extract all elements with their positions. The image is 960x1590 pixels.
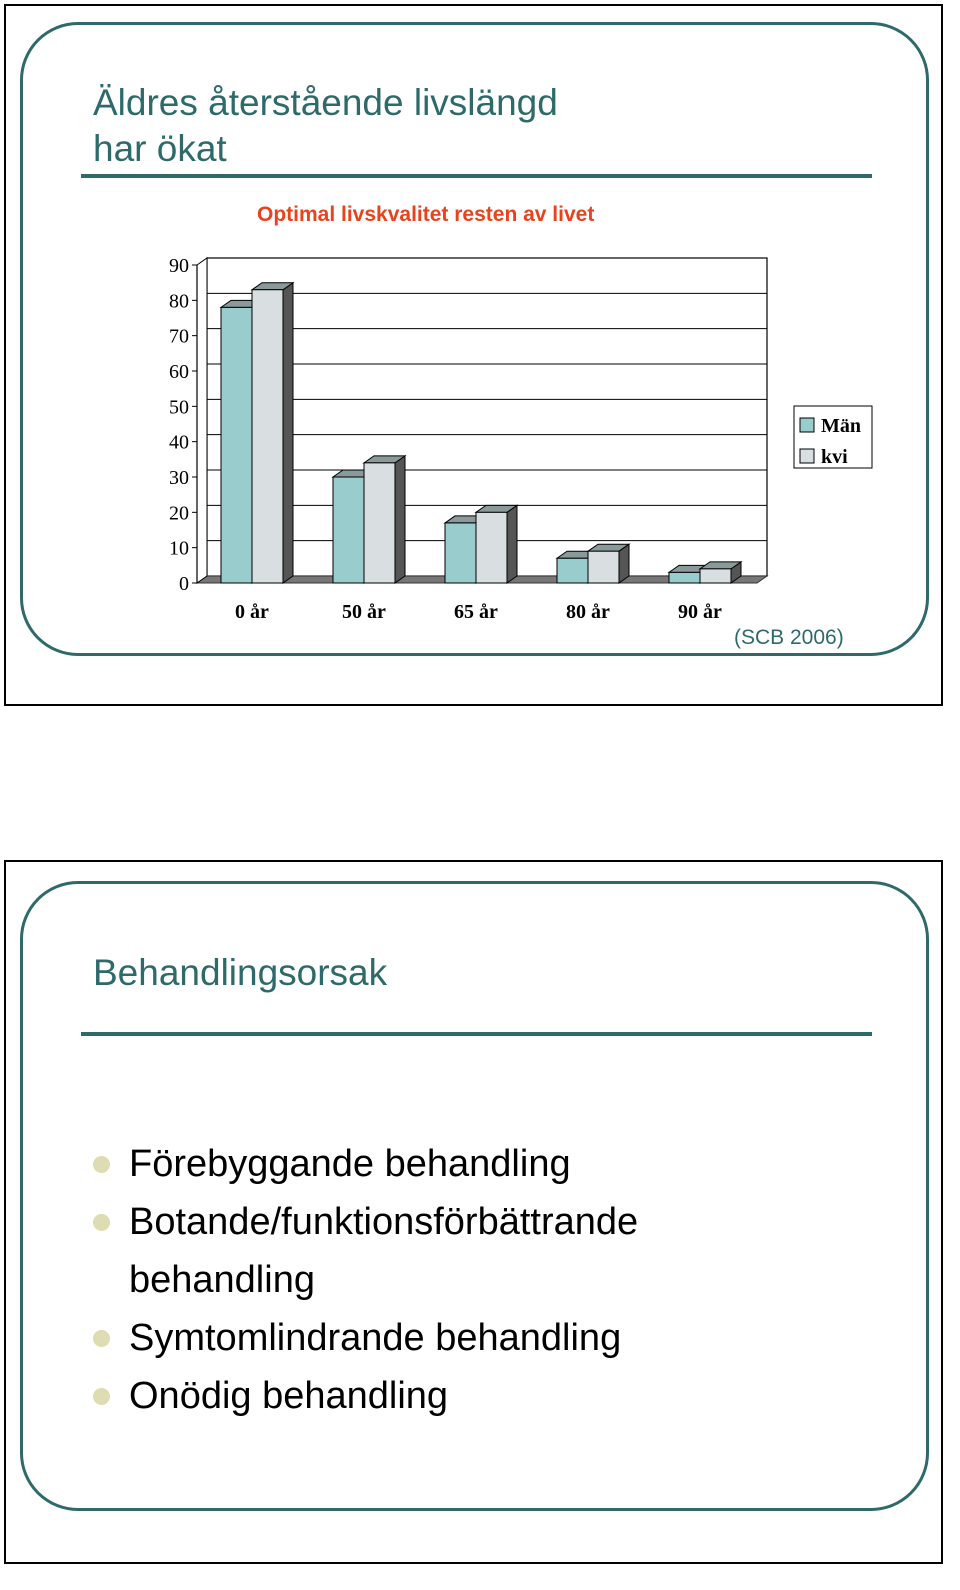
- slide-1-title-line1: Äldres återstående livslängd: [93, 82, 558, 123]
- chart-side-wall: [196, 257, 208, 584]
- bar-front: [251, 289, 284, 584]
- bullet-dot-icon: [93, 1156, 110, 1173]
- bar-chart: 0 10 20 30 40 50 60 70 80 90 0 år 50 år 65 år 80 år 9…: [169, 255, 873, 623]
- bar: [586, 543, 631, 584]
- bullet-text: Symtomlindrande behandling: [129, 1317, 622, 1359]
- chart-legend: Män kvi: [793, 405, 873, 469]
- bar-front: [363, 462, 396, 584]
- bar-side: [282, 281, 294, 584]
- source-note: (SCB 2006): [734, 626, 844, 649]
- bullet-text: Förebyggande behandling: [129, 1143, 571, 1185]
- bar-front: [220, 306, 253, 584]
- bullet-item: Botande/funktionsförbättrande behandling: [93, 1193, 769, 1309]
- x-tick-label: 90 år: [678, 601, 722, 623]
- bullet-item: Onödig behandling: [93, 1367, 769, 1425]
- y-tick-label: 20: [169, 502, 189, 524]
- y-tick-label: 10: [169, 538, 189, 560]
- bullet-item: Symtomlindrande behandling: [93, 1309, 769, 1367]
- x-tick-label: 0 år: [235, 601, 269, 623]
- y-tick-label: 60: [169, 361, 189, 383]
- bullet-dot-icon: [93, 1388, 110, 1405]
- bar-side: [394, 454, 406, 584]
- bar: [698, 560, 743, 584]
- legend-swatch: [799, 448, 815, 464]
- x-tick-label: 80 år: [566, 601, 610, 623]
- legend-label: kvi: [821, 446, 848, 468]
- bar: [250, 281, 295, 584]
- x-tick-label: 50 år: [342, 601, 386, 623]
- bullet-text: Botande/funktionsförbättrande behandling: [129, 1201, 639, 1301]
- bar-front: [475, 511, 508, 584]
- legend-label: Män: [821, 415, 861, 437]
- y-tick-label: 80: [169, 290, 189, 312]
- slide-1-title-line2: har ökat: [93, 128, 227, 169]
- slide-1-title-rule: [81, 174, 872, 178]
- slide-1-title: Äldres återstående livslängd har ökat: [93, 80, 558, 172]
- bullet-text: Onödig behandling: [129, 1375, 449, 1417]
- y-tick-label: 70: [169, 326, 189, 348]
- bullet-dot-icon: [93, 1214, 110, 1231]
- bullet-dot-icon: [93, 1330, 110, 1347]
- bar-front: [556, 557, 589, 584]
- y-tick-label: 90: [169, 255, 189, 277]
- chart-title: Optimal livskvalitet resten av livet: [257, 203, 595, 226]
- slide-2-content-box: [20, 881, 929, 1511]
- bar-side: [506, 504, 518, 584]
- legend-swatch: [799, 417, 815, 433]
- y-tick-label: 50: [169, 396, 189, 418]
- bar-front: [332, 476, 365, 584]
- y-tick-label: 40: [169, 432, 189, 454]
- bullet-list: Förebyggande behandling Botande/funktion…: [93, 1135, 769, 1425]
- bullet-item: Förebyggande behandling: [93, 1135, 769, 1193]
- slide-2-title-rule: [81, 1032, 872, 1036]
- bar-front: [668, 571, 701, 584]
- slide-2-title: Behandlingsorsak: [93, 952, 388, 993]
- y-tick-label: 30: [169, 467, 189, 489]
- bar-front: [699, 568, 732, 584]
- y-tick-label: 0: [179, 573, 189, 595]
- bar: [474, 504, 519, 584]
- bar-front: [587, 550, 620, 584]
- x-tick-label: 65 år: [454, 601, 498, 623]
- bar: [362, 454, 407, 584]
- bar-front: [444, 522, 477, 584]
